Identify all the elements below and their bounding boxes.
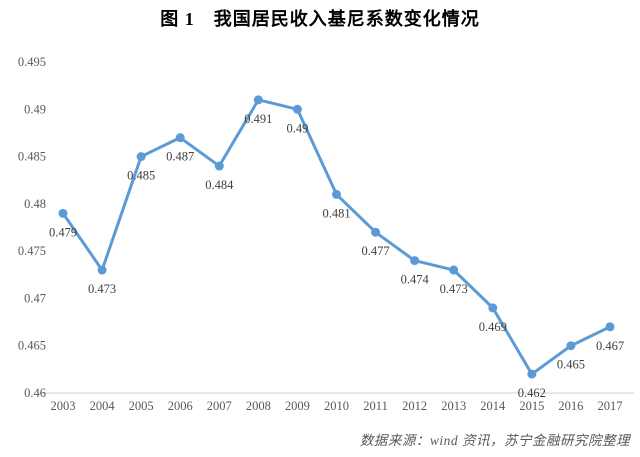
y-tick-label: 0.48 — [24, 197, 46, 211]
data-point-marker — [175, 133, 185, 143]
x-tick-label: 2017 — [598, 399, 623, 413]
x-tick-label: 2011 — [363, 399, 388, 413]
series-line — [61, 98, 612, 376]
x-tick-label: 2003 — [51, 399, 76, 413]
data-point-marker — [410, 256, 420, 266]
x-tick-label: 2006 — [168, 399, 193, 413]
data-point-marker — [449, 265, 459, 275]
y-tick-label: 0.475 — [18, 244, 46, 258]
y-tick-label: 0.495 — [18, 55, 46, 69]
data-point-label: 0.467 — [596, 339, 624, 353]
x-tick-label: 2005 — [129, 399, 154, 413]
data-point-label: 0.473 — [440, 282, 468, 296]
data-point-marker — [371, 227, 381, 237]
x-tick-label: 2016 — [558, 399, 583, 413]
data-point-label: 0.469 — [479, 320, 507, 334]
chart-title: 图 1 我国居民收入基尼系数变化情况 — [160, 9, 480, 29]
data-point-label: 0.465 — [557, 358, 585, 372]
data-point-label: 0.477 — [362, 244, 390, 258]
y-tick-label: 0.49 — [24, 102, 46, 116]
data-point-label: 0.49 — [286, 121, 308, 135]
x-tick-label: 2008 — [246, 399, 271, 413]
y-tick-label: 0.485 — [18, 150, 46, 164]
data-point-marker — [332, 189, 341, 199]
data-point-label: 0.462 — [518, 386, 546, 400]
data-point-label: 0.481 — [322, 206, 350, 220]
y-tick-label: 0.46 — [24, 386, 46, 400]
data-point-marker — [214, 161, 224, 171]
data-point-label: 0.487 — [166, 150, 194, 164]
data-point-label: 0.479 — [49, 225, 77, 239]
data-point-marker — [97, 265, 107, 275]
data-point-marker — [58, 208, 68, 218]
x-tick-label: 2009 — [285, 399, 310, 413]
x-tick-label: 2015 — [519, 399, 544, 413]
x-tick-label: 2007 — [207, 399, 232, 413]
data-point-marker — [136, 152, 146, 162]
data-point-label: 0.474 — [401, 273, 430, 287]
data-point-label: 0.485 — [127, 169, 155, 183]
data-point-marker — [605, 322, 615, 332]
data-point-marker — [488, 303, 498, 313]
data-point-marker — [566, 341, 576, 351]
data-point-marker — [527, 369, 537, 379]
y-tick-label: 0.47 — [24, 291, 46, 305]
y-tick-label: 0.465 — [18, 339, 46, 353]
data-point-label: 0.473 — [88, 282, 116, 296]
data-point-marker — [292, 104, 302, 114]
data-source-note: 数据来源：wind 资讯，苏宁金融研究院整理 — [359, 433, 630, 448]
data-point-label: 0.491 — [244, 112, 272, 126]
data-point-label: 0.484 — [205, 178, 234, 192]
x-tick-label: 2013 — [441, 399, 466, 413]
x-tick-label: 2012 — [402, 399, 427, 413]
x-tick-label: 2004 — [90, 399, 116, 413]
x-tick-label: 2010 — [324, 399, 349, 413]
data-point-marker — [253, 95, 263, 105]
x-tick-label: 2014 — [480, 399, 506, 413]
